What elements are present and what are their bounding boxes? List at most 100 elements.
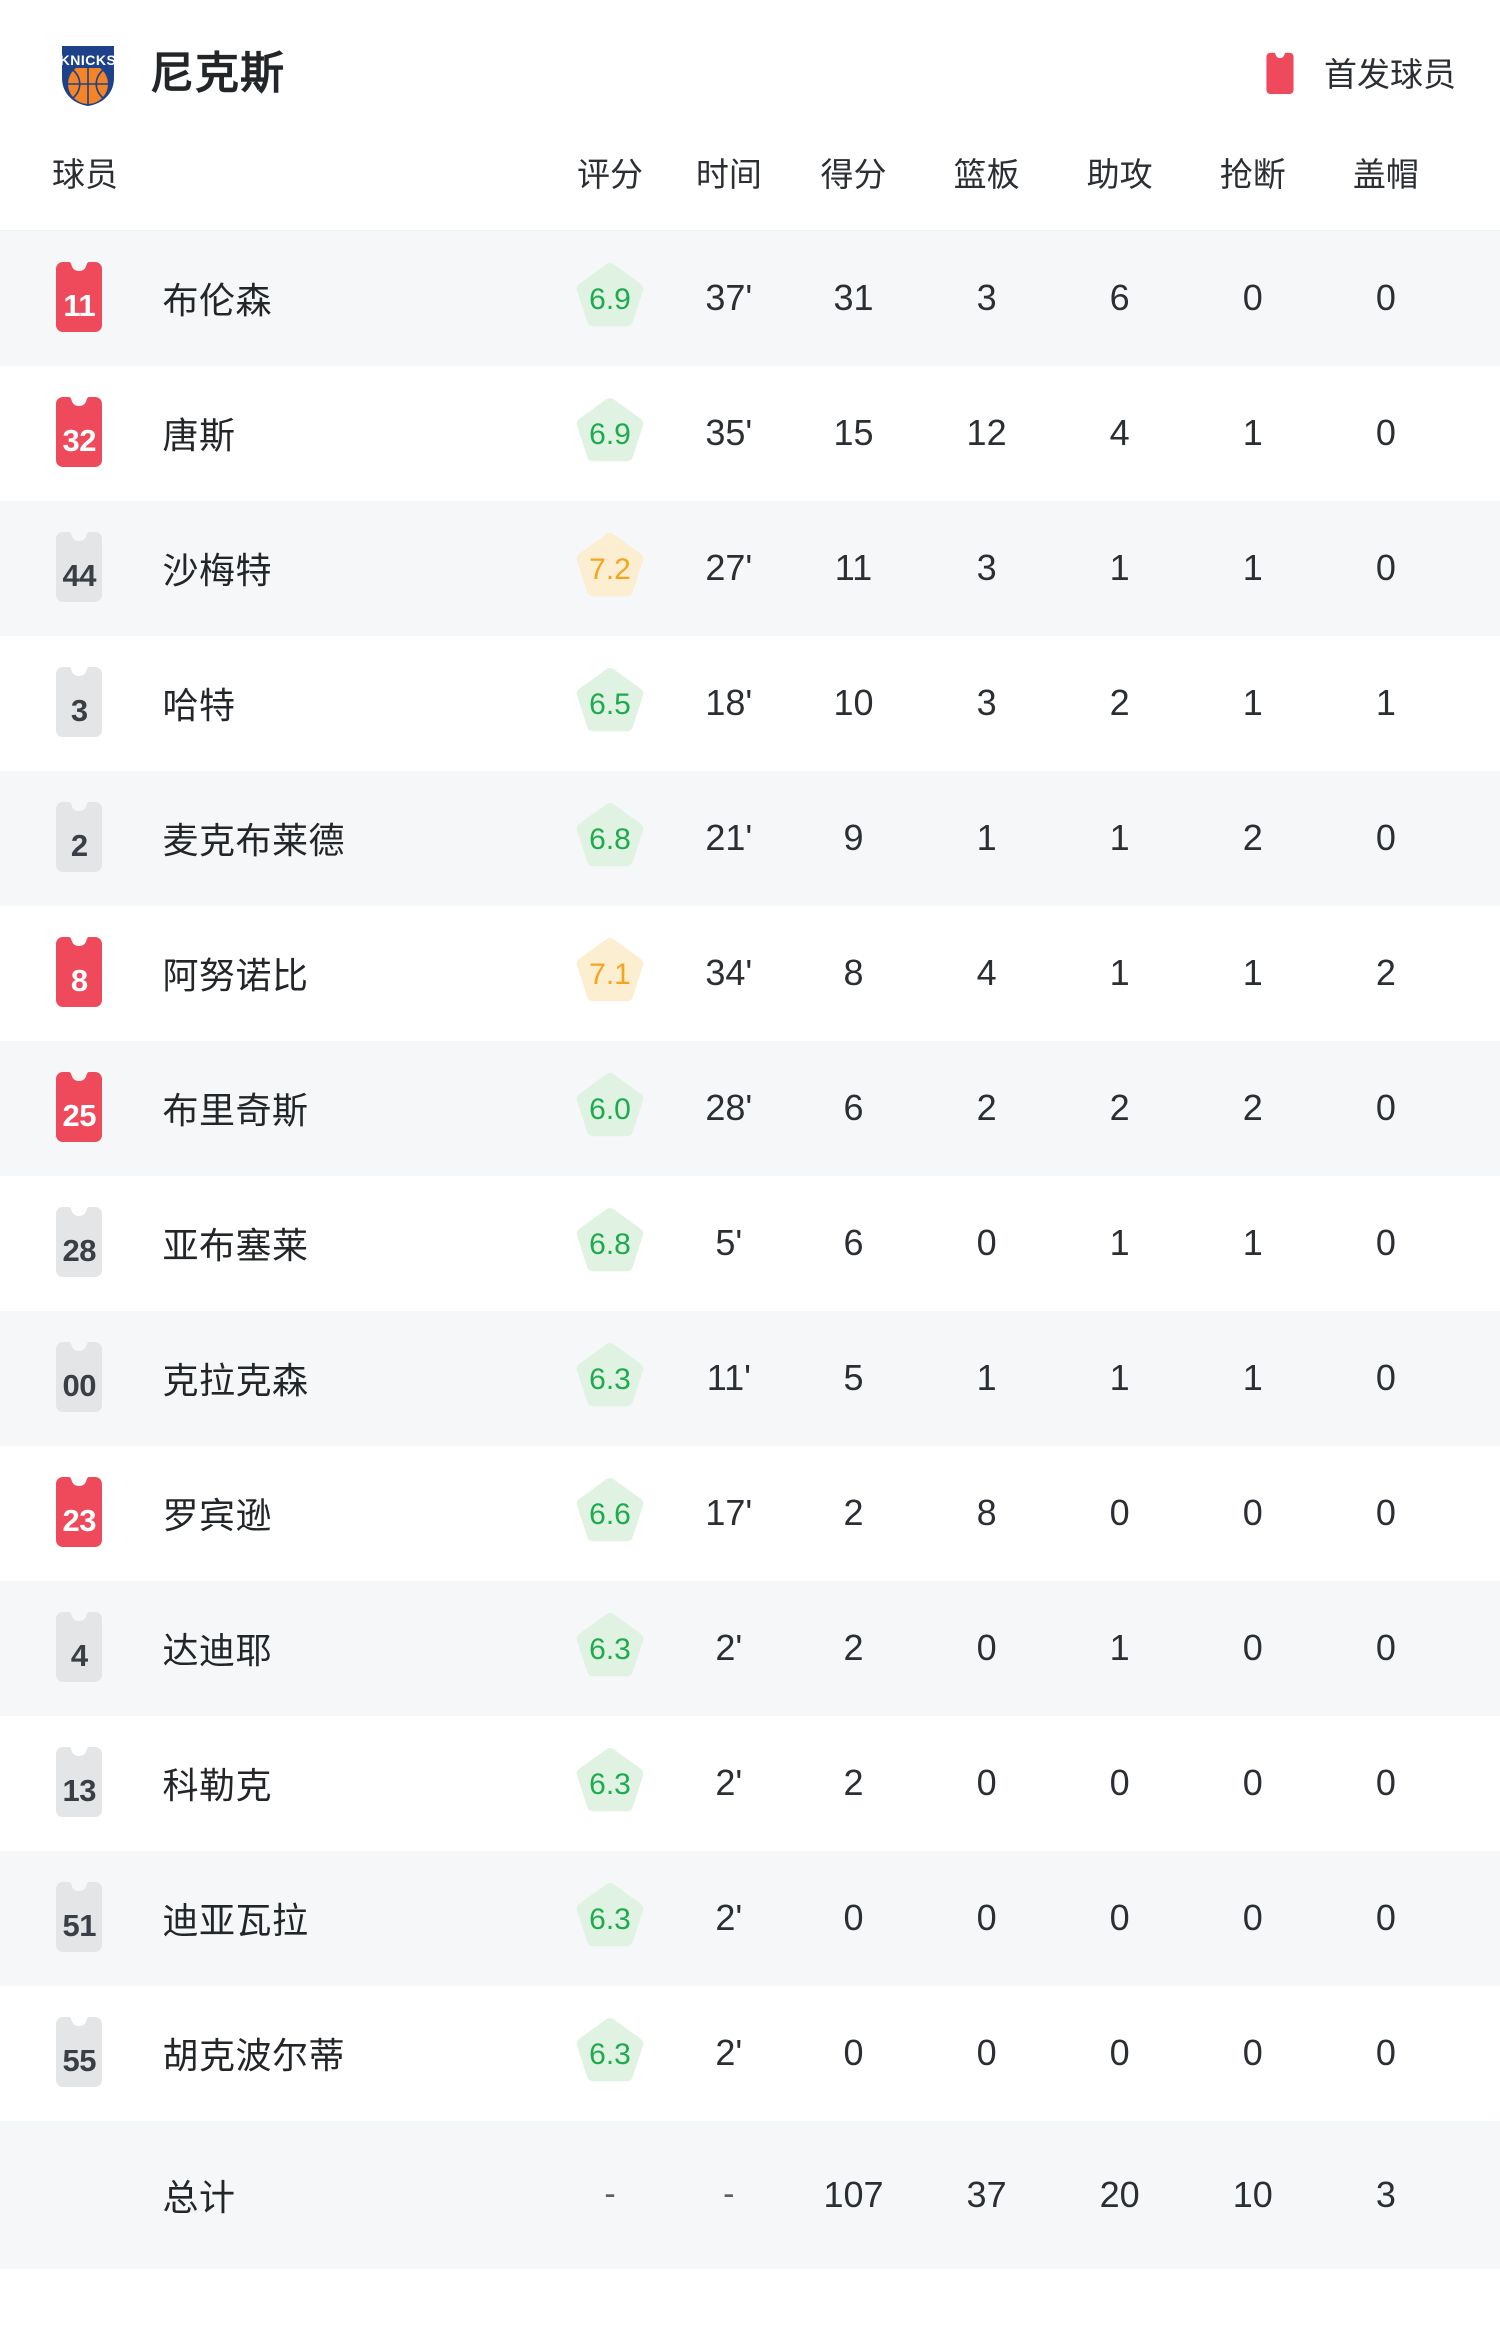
player-rating-cell: 6.9 [549, 366, 670, 501]
column-header-rating[interactable]: 评分 [549, 148, 671, 231]
rating-value: 6.3 [589, 1363, 631, 1396]
player-assists: 0 [1109, 2032, 1130, 2073]
player-steals: 1 [1242, 1222, 1263, 1263]
player-jersey-cell: 8 [0, 906, 158, 1041]
player-name[interactable]: 哈特 [162, 685, 236, 726]
jersey-icon-bench: 00 [42, 1339, 116, 1417]
player-rebounds: 1 [976, 1357, 997, 1398]
player-steals: 1 [1242, 547, 1263, 588]
column-header-steals[interactable]: 抢断 [1186, 148, 1320, 231]
player-minutes: 2' [715, 2032, 743, 2073]
player-name[interactable]: 罗宾逊 [162, 1495, 272, 1536]
team-name: 尼克斯 [150, 49, 285, 98]
column-header-minutes[interactable]: 时间 [670, 148, 787, 231]
table-row[interactable]: 44 沙梅特 7.2 27' 11 3 1 1 0 [0, 500, 1500, 636]
jersey-icon-starter: 25 [42, 1069, 116, 1147]
player-name[interactable]: 沙梅特 [162, 550, 272, 591]
jersey-icon-bench: 55 [42, 2014, 116, 2092]
jersey-number: 32 [62, 423, 96, 458]
knicks-logo-icon: KNICKS [60, 46, 116, 106]
player-points: 2 [843, 1762, 864, 1803]
player-jersey-cell: 28 [0, 1176, 158, 1311]
player-name[interactable]: 唐斯 [162, 415, 236, 456]
jersey-number: 23 [62, 1503, 96, 1538]
totals-jersey-placeholder [0, 2121, 158, 2269]
table-row[interactable]: 25 布里奇斯 6.0 28' 6 2 2 2 0 [0, 1040, 1500, 1176]
player-minutes: 17' [705, 1492, 753, 1533]
player-minutes: 27' [705, 547, 753, 588]
player-assists: 0 [1109, 1492, 1130, 1533]
player-rebounds: 12 [966, 412, 1007, 453]
row-pad [1452, 1446, 1500, 1581]
totals-rating: - [604, 2175, 616, 2213]
player-minutes: 34' [705, 952, 753, 993]
table-row[interactable]: 13 科勒克 6.3 2' 2 0 0 0 0 [0, 1716, 1500, 1851]
table-row[interactable]: 4 达迪耶 6.3 2' 2 0 1 0 0 [0, 1580, 1500, 1716]
column-header-blocks[interactable]: 盖帽 [1319, 148, 1453, 231]
table-row[interactable]: 00 克拉克森 6.3 11' 5 1 1 1 0 [0, 1310, 1500, 1446]
jersey-number: 13 [62, 1773, 96, 1808]
rating-badge: 6.3 [571, 1744, 649, 1822]
column-header-player[interactable]: 球员 [0, 148, 550, 231]
table-row[interactable]: 11 布伦森 6.9 37' 31 3 6 0 0 [0, 230, 1500, 366]
player-minutes: 28' [705, 1087, 753, 1128]
player-name[interactable]: 克拉克森 [162, 1360, 309, 1401]
jersey-icon-bench: 4 [42, 1609, 116, 1687]
column-header-assists[interactable]: 助攻 [1053, 148, 1187, 231]
table-row[interactable]: 23 罗宾逊 6.6 17' 2 8 0 0 0 [0, 1446, 1500, 1581]
jersey-icon-bench: 51 [42, 1879, 116, 1957]
player-steals: 0 [1242, 1492, 1263, 1533]
rating-badge: 6.3 [571, 2014, 649, 2092]
player-minutes: 21' [705, 817, 753, 858]
player-minutes: 35' [705, 412, 753, 453]
player-rating-cell: 6.5 [549, 636, 670, 771]
player-rebounds: 1 [976, 817, 997, 858]
player-points: 15 [833, 412, 874, 453]
player-points: 6 [843, 1087, 864, 1128]
rating-value: 6.3 [589, 2038, 631, 2071]
player-name[interactable]: 科勒克 [162, 1765, 272, 1806]
player-name[interactable]: 胡克波尔蒂 [162, 2035, 345, 2076]
player-name[interactable]: 布伦森 [162, 280, 272, 322]
player-name[interactable]: 麦克布莱德 [162, 820, 345, 861]
box-score-table: 球员 评分 时间 得分 篮板 助攻 抢断 盖帽 11 布伦森 6.9 37' 31 3 6 0… [0, 148, 1500, 2269]
player-assists: 2 [1109, 1087, 1130, 1128]
table-row[interactable]: 32 唐斯 6.9 35' 15 12 4 1 0 [0, 366, 1500, 501]
table-row[interactable]: 3 哈特 6.5 18' 10 3 2 1 1 [0, 636, 1500, 771]
table-row[interactable]: 8 阿努诺比 7.1 34' 8 4 1 1 2 [0, 906, 1500, 1041]
player-jersey-cell: 32 [0, 366, 158, 501]
totals-blocks: 3 [1375, 2173, 1396, 2215]
player-assists: 2 [1109, 682, 1130, 723]
table-row[interactable]: 28 亚布塞莱 6.8 5' 6 0 1 1 0 [0, 1176, 1500, 1311]
player-points: 9 [843, 817, 864, 858]
row-pad [1452, 1716, 1500, 1851]
player-rebounds: 2 [976, 1087, 997, 1128]
table-row[interactable]: 2 麦克布莱德 6.8 21' 9 1 1 2 0 [0, 770, 1500, 906]
rating-value: 6.3 [589, 1633, 631, 1666]
player-name[interactable]: 布里奇斯 [162, 1090, 309, 1131]
row-pad [1452, 1851, 1500, 1986]
totals-label: 总计 [162, 2176, 236, 2218]
player-name[interactable]: 亚布塞莱 [162, 1225, 309, 1266]
player-steals: 0 [1242, 1627, 1263, 1668]
rating-badge: 6.3 [571, 1609, 649, 1687]
player-blocks: 0 [1375, 547, 1396, 588]
player-points: 5 [843, 1357, 864, 1398]
jersey-number: 3 [70, 693, 88, 728]
player-name[interactable]: 阿努诺比 [162, 955, 309, 996]
player-jersey-cell: 11 [0, 231, 158, 366]
player-rebounds: 0 [976, 2032, 997, 2073]
team-identity[interactable]: KNICKS 尼克斯 [52, 38, 285, 110]
player-assists: 1 [1109, 817, 1130, 858]
player-name[interactable]: 迪亚瓦拉 [162, 1900, 309, 1941]
column-header-rebounds[interactable]: 篮板 [920, 148, 1054, 231]
row-pad [1452, 366, 1500, 501]
player-name[interactable]: 达迪耶 [162, 1630, 272, 1671]
row-pad [1452, 1041, 1500, 1176]
player-steals: 0 [1242, 277, 1263, 319]
table-row[interactable]: 51 迪亚瓦拉 6.3 2' 0 0 0 0 0 [0, 1850, 1500, 1986]
table-row[interactable]: 55 胡克波尔蒂 6.3 2' 0 0 0 0 0 [0, 1986, 1500, 2121]
jersey-icon-starter: 11 [42, 259, 116, 337]
player-minutes: 11' [706, 1357, 751, 1398]
column-header-points[interactable]: 得分 [786, 148, 921, 231]
